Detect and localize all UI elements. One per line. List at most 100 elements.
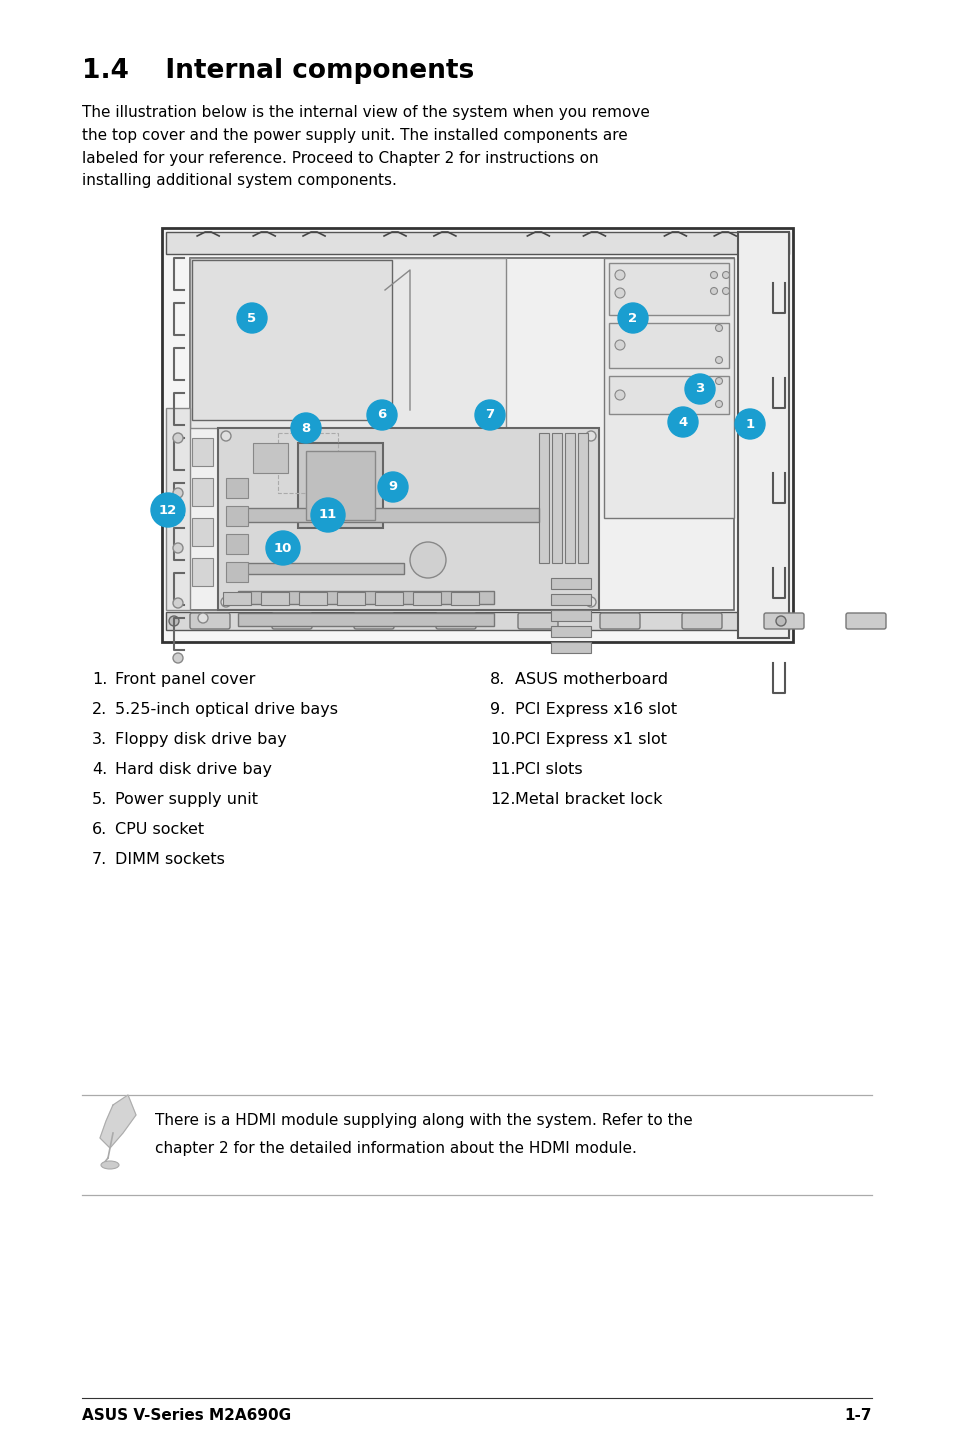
Circle shape xyxy=(618,303,647,334)
Bar xyxy=(375,592,402,605)
Text: 1: 1 xyxy=(744,417,754,430)
Circle shape xyxy=(266,531,299,565)
Text: 10: 10 xyxy=(274,542,292,555)
Text: PCI slots: PCI slots xyxy=(515,762,582,777)
Circle shape xyxy=(710,288,717,295)
Bar xyxy=(578,433,587,564)
Ellipse shape xyxy=(101,1160,119,1169)
FancyBboxPatch shape xyxy=(190,613,230,628)
Circle shape xyxy=(221,597,231,607)
Text: The illustration below is the internal view of the system when you remove
the to: The illustration below is the internal v… xyxy=(82,105,649,188)
Bar xyxy=(192,518,213,546)
Bar xyxy=(237,613,494,626)
Bar xyxy=(192,558,213,587)
FancyBboxPatch shape xyxy=(845,613,885,628)
Text: PCI Express x16 slot: PCI Express x16 slot xyxy=(515,702,677,718)
Circle shape xyxy=(721,272,729,279)
Circle shape xyxy=(715,401,721,407)
Circle shape xyxy=(151,493,185,526)
Bar xyxy=(162,229,792,641)
Circle shape xyxy=(734,408,764,439)
Bar xyxy=(192,477,213,506)
Circle shape xyxy=(172,544,183,554)
Bar xyxy=(552,433,561,564)
Circle shape xyxy=(615,288,624,298)
Bar xyxy=(261,592,289,605)
Bar xyxy=(166,232,788,255)
FancyBboxPatch shape xyxy=(517,613,558,628)
Text: 1.4    Internal components: 1.4 Internal components xyxy=(82,58,474,83)
Bar xyxy=(192,439,213,466)
Bar xyxy=(738,232,788,638)
Text: 9: 9 xyxy=(388,480,397,493)
Bar xyxy=(226,533,248,554)
Bar xyxy=(608,375,728,414)
FancyBboxPatch shape xyxy=(681,613,721,628)
Text: 10.: 10. xyxy=(490,732,515,746)
Circle shape xyxy=(615,339,624,349)
Bar xyxy=(237,591,494,604)
Text: ASUS motherboard: ASUS motherboard xyxy=(515,672,667,687)
Circle shape xyxy=(775,615,785,626)
Bar xyxy=(551,641,590,653)
Bar xyxy=(190,257,505,429)
Bar xyxy=(551,626,590,637)
FancyBboxPatch shape xyxy=(763,613,803,628)
Text: 5: 5 xyxy=(247,312,256,325)
Text: 12: 12 xyxy=(159,503,177,516)
Bar xyxy=(564,433,575,564)
Circle shape xyxy=(410,542,446,578)
Circle shape xyxy=(585,597,596,607)
Circle shape xyxy=(198,613,208,623)
Text: 7: 7 xyxy=(485,408,494,421)
Bar xyxy=(253,443,288,473)
Circle shape xyxy=(684,374,714,404)
Circle shape xyxy=(291,413,320,443)
Circle shape xyxy=(367,400,396,430)
Circle shape xyxy=(236,303,267,334)
Text: chapter 2 for the detailed information about the HDMI module.: chapter 2 for the detailed information a… xyxy=(154,1140,637,1156)
Bar xyxy=(603,257,733,518)
FancyBboxPatch shape xyxy=(354,613,394,628)
Bar xyxy=(551,578,590,590)
Text: 12.: 12. xyxy=(490,792,515,807)
Text: 11: 11 xyxy=(318,509,336,522)
Text: 6: 6 xyxy=(377,408,386,421)
Bar xyxy=(192,260,392,420)
Circle shape xyxy=(715,378,721,384)
Bar xyxy=(277,433,337,493)
Circle shape xyxy=(172,487,183,498)
Bar xyxy=(551,594,590,605)
Text: CPU socket: CPU socket xyxy=(115,823,204,837)
Circle shape xyxy=(198,453,208,463)
Bar xyxy=(226,477,248,498)
Bar xyxy=(237,508,538,522)
Text: 8: 8 xyxy=(301,421,311,434)
Bar xyxy=(298,592,327,605)
Polygon shape xyxy=(100,1094,136,1148)
Circle shape xyxy=(172,433,183,443)
Bar xyxy=(608,324,728,368)
Text: Power supply unit: Power supply unit xyxy=(115,792,257,807)
Text: Front panel cover: Front panel cover xyxy=(115,672,255,687)
Circle shape xyxy=(377,472,408,502)
Circle shape xyxy=(198,533,208,544)
Text: There is a HDMI module supplying along with the system. Refer to the: There is a HDMI module supplying along w… xyxy=(154,1113,692,1127)
Bar xyxy=(166,613,788,630)
Circle shape xyxy=(169,615,179,626)
Bar xyxy=(336,592,365,605)
Circle shape xyxy=(172,653,183,663)
Circle shape xyxy=(710,272,717,279)
Bar xyxy=(551,610,590,621)
Text: Hard disk drive bay: Hard disk drive bay xyxy=(115,762,272,777)
Text: 4.: 4. xyxy=(91,762,107,777)
Circle shape xyxy=(615,270,624,280)
Circle shape xyxy=(221,431,231,441)
Text: 3: 3 xyxy=(695,383,704,395)
Circle shape xyxy=(721,288,729,295)
Circle shape xyxy=(715,325,721,332)
Text: 6.: 6. xyxy=(91,823,107,837)
Text: DIMM sockets: DIMM sockets xyxy=(115,851,225,867)
Bar xyxy=(451,592,478,605)
Bar xyxy=(237,564,403,574)
